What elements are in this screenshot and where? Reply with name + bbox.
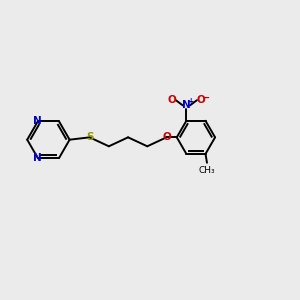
Text: +: + bbox=[188, 97, 194, 106]
Text: CH₃: CH₃ bbox=[199, 166, 215, 175]
Text: O: O bbox=[162, 132, 171, 142]
Text: N: N bbox=[182, 100, 191, 110]
Text: O: O bbox=[196, 95, 205, 105]
Text: N: N bbox=[33, 153, 42, 163]
Text: N: N bbox=[33, 116, 42, 126]
Text: S: S bbox=[86, 132, 93, 142]
Text: O: O bbox=[168, 95, 177, 105]
Text: −: − bbox=[202, 93, 210, 103]
